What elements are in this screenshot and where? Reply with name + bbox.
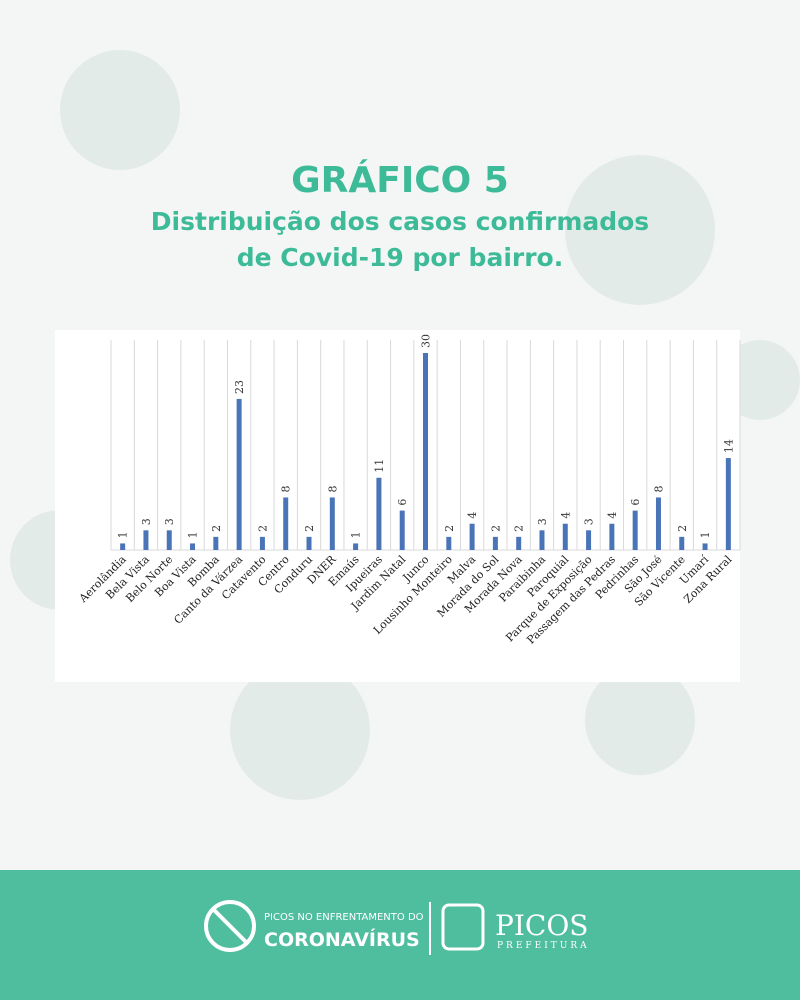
bar	[120, 543, 126, 550]
campaign-top: PICOS NO ENFRENTAMENTO DO	[264, 912, 424, 923]
chart-panel	[55, 330, 740, 682]
data-label: 1	[187, 531, 200, 538]
logo-icon	[211, 907, 249, 945]
bar	[609, 523, 615, 550]
data-label: 4	[466, 512, 479, 519]
data-label: 23	[233, 380, 246, 394]
city: PICOS	[495, 909, 588, 942]
logo-icon	[204, 900, 256, 952]
data-label: 6	[396, 499, 409, 506]
data-label: 3	[140, 518, 153, 525]
title: GRÁFICO 5	[291, 159, 509, 201]
data-label: 8	[652, 485, 665, 492]
bar	[655, 497, 661, 550]
bar	[632, 510, 638, 550]
subtitle: de Covid-19 por bairro.	[237, 243, 563, 272]
bar	[446, 536, 452, 550]
data-label: 14	[722, 439, 735, 453]
bar	[469, 523, 475, 550]
bar	[143, 530, 149, 550]
bar	[702, 543, 708, 550]
data-label: 11	[373, 459, 386, 473]
data-label: 2	[256, 525, 269, 532]
data-label: 1	[117, 531, 130, 538]
data-label: 8	[280, 485, 293, 492]
bar	[586, 530, 592, 550]
bar	[329, 497, 335, 550]
city-sub: PREFEITURA	[497, 941, 590, 951]
bar	[399, 510, 405, 550]
data-label: 4	[606, 512, 619, 519]
data-label: 1	[350, 531, 363, 538]
bar	[679, 536, 685, 550]
coat-of-arms	[441, 903, 485, 951]
data-label: 2	[513, 525, 526, 532]
data-label: 3	[536, 518, 549, 525]
data-label: 2	[443, 525, 456, 532]
bar	[539, 530, 545, 550]
bar	[166, 530, 172, 550]
bar	[236, 398, 242, 550]
data-label: 2	[303, 525, 316, 532]
bar	[353, 543, 359, 550]
data-label: 2	[489, 525, 502, 532]
bar	[423, 353, 428, 550]
bar	[259, 536, 265, 550]
bar	[516, 536, 522, 550]
subtitle: Distribuição dos casos confirmados	[151, 207, 649, 236]
bar	[213, 536, 219, 550]
data-label: 1	[699, 531, 712, 538]
bar	[492, 536, 498, 550]
campaign-main: CORONAVÍRUS	[264, 928, 420, 951]
bar	[190, 543, 196, 550]
bar	[283, 497, 289, 550]
bar	[306, 536, 312, 550]
data-label: 2	[210, 525, 223, 532]
data-label: 4	[559, 512, 572, 519]
data-label: 2	[676, 525, 689, 532]
data-label: 3	[583, 518, 596, 525]
footer-band	[0, 870, 800, 1000]
data-label: 30	[420, 334, 433, 348]
data-label: 8	[326, 485, 339, 492]
bar	[725, 458, 731, 550]
bar	[562, 523, 568, 550]
data-label: 6	[629, 499, 642, 506]
data-label: 3	[163, 518, 176, 525]
bar	[376, 477, 382, 550]
